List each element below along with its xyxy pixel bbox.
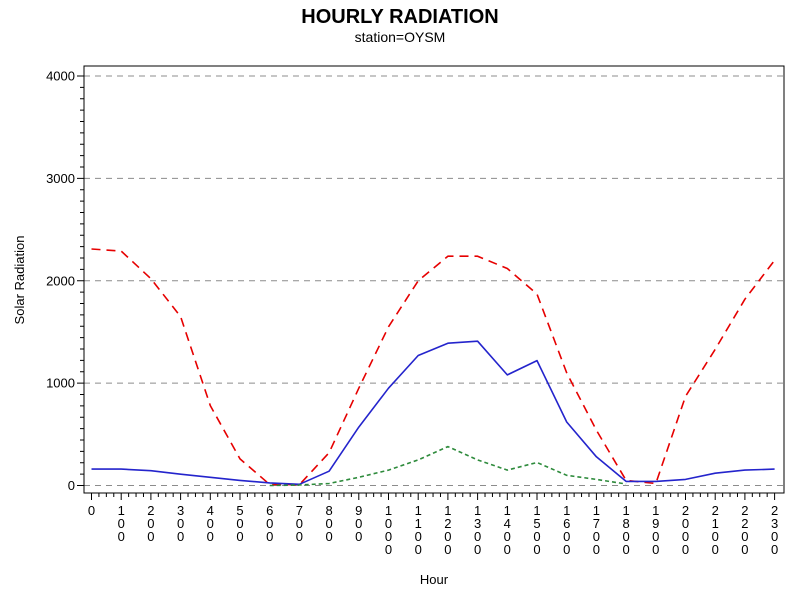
y-tick-labels: 0 1000 2000 3000 4000	[46, 69, 75, 494]
series-green-dotted	[269, 445, 627, 487]
plot-frame	[83, 65, 785, 494]
x-axis-label: Hour	[419, 572, 449, 587]
x-tick-label: 0	[88, 503, 95, 518]
y-tick-label: 3000	[46, 171, 75, 186]
y-axis-ticks	[77, 75, 84, 486]
y-tick-label: 4000	[46, 69, 75, 84]
series-blue-solid	[91, 340, 775, 486]
chart-subtitle: station=OYSM	[354, 29, 446, 45]
y-tick-label: 0	[68, 478, 75, 493]
x-axis-ticks	[91, 493, 776, 500]
gridlines	[84, 75, 784, 486]
x-tick-labels: 0 1 0 0 2 0 0 3 0 0 4 0 0 5 0 0 6 0 0 7 0 0 8 0 0 9 0 0 1 0 0 0 1 1 0 0 1 2 0 0…	[88, 503, 778, 557]
y-tick-label: 1000	[46, 376, 75, 391]
series-group	[91, 248, 776, 487]
y-tick-label: 2000	[46, 273, 75, 288]
chart-title: HOURLY RADIATION	[301, 6, 499, 28]
series-red-dashed	[91, 248, 776, 486]
